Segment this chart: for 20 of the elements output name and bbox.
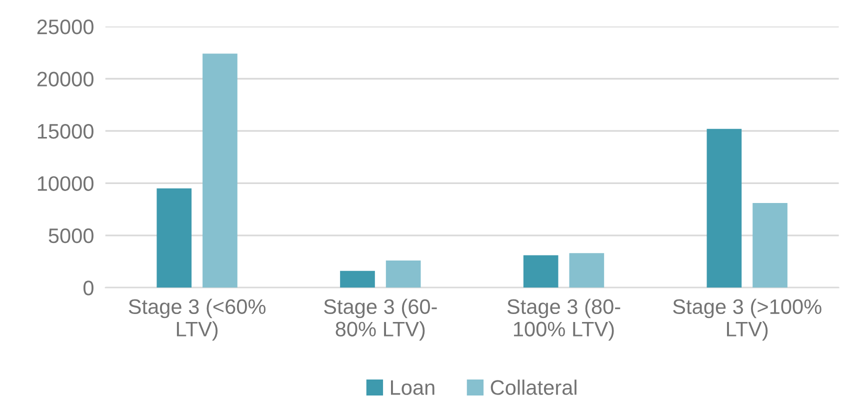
bar bbox=[706, 128, 742, 288]
legend-label: Collateral bbox=[490, 380, 576, 395]
bar bbox=[340, 270, 375, 288]
x-tick-label: Stage 3 (<60% LTV) bbox=[128, 298, 266, 341]
y-tick-label: 15000 bbox=[38, 124, 94, 139]
bar bbox=[523, 255, 558, 288]
x-tick-label: Stage 3 (80- 100% LTV) bbox=[507, 298, 620, 341]
y-tick-label: 5000 bbox=[48, 228, 94, 244]
legend-label: Loan bbox=[390, 380, 434, 395]
bar bbox=[202, 54, 238, 288]
x-tick-label: Stage 3 (60- 80% LTV) bbox=[324, 298, 437, 341]
y-tick-label: 0 bbox=[83, 280, 94, 296]
y-tick-label: 10000 bbox=[38, 176, 94, 191]
bar bbox=[386, 260, 421, 288]
y-tick-label: 20000 bbox=[37, 72, 94, 86]
x-tick-label: Stage 3 (>100% LTV) bbox=[673, 298, 822, 341]
y-tick-label: 25000 bbox=[37, 20, 94, 34]
bar bbox=[569, 253, 604, 288]
bar bbox=[156, 188, 192, 288]
bar bbox=[752, 203, 788, 288]
